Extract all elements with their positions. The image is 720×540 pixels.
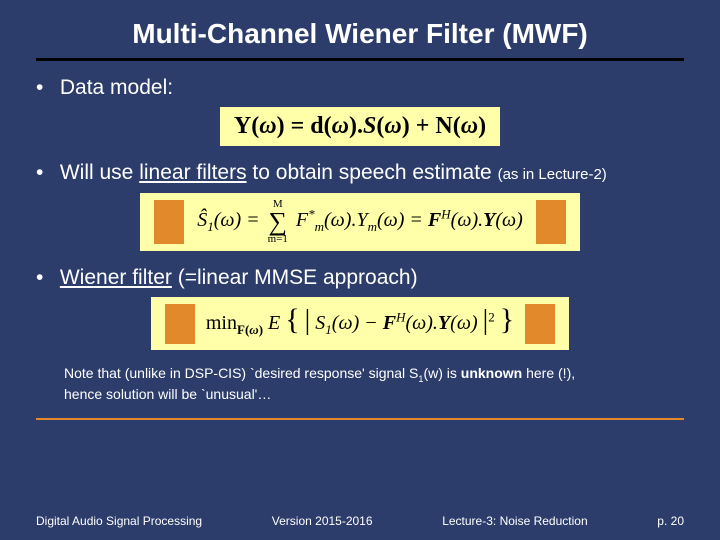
abs-bar-icon: | (305, 305, 311, 336)
sigma-icon: ∑ (268, 207, 287, 236)
equation-3-wrap: minF(ω) E { | S1(ω) − FH(ω).Y(ω) |2 } (36, 297, 684, 350)
eq2-Y: (ω).Y (324, 209, 368, 231)
bullet-dot: • (36, 265, 54, 291)
note-text: Note that (unlike in DSP-CIS) `desired r… (64, 364, 684, 404)
eq2-F: F (296, 209, 308, 231)
orange-bar-icon (525, 304, 555, 344)
footer-page: p. 20 (657, 514, 684, 528)
orange-bar-icon (536, 200, 566, 244)
eq3-minus: (ω) − (332, 312, 383, 334)
eq2-arg: (ω) = (214, 209, 265, 231)
note-b: (w) is (423, 365, 460, 381)
bullet-text-note: (as in Lecture-2) (498, 166, 607, 183)
bullet-text: Data model: (60, 76, 173, 99)
brace-open-icon: { (285, 303, 299, 336)
eq3-min: minF(ω) (206, 312, 263, 334)
note-c: here (!), (522, 365, 575, 381)
equation-2-wrap: Ŝ1(ω) = M ∑ m=1 F*m(ω).Ym(ω) = FH(ω).Y(ω… (36, 193, 684, 251)
page-title: Multi-Channel Wiener Filter (MWF) (36, 18, 684, 50)
equation-2: Ŝ1(ω) = M ∑ m=1 F*m(ω).Ym(ω) = FH(ω).Y(ω… (140, 193, 580, 251)
eq3-body: S1(ω) − FH(ω).Y(ω) (315, 312, 482, 334)
footer-left: Digital Audio Signal Processing (36, 514, 202, 528)
sum-bot: m=1 (268, 234, 288, 245)
eq3-S: S (315, 312, 325, 334)
eq2-rest: (ω).Y(ω) (451, 209, 523, 231)
footer: Digital Audio Signal Processing Version … (36, 514, 684, 528)
bullet-text-post: to obtain speech estimate (247, 161, 498, 184)
eq1-text: Y(ω) = d(ω).S(ω) + N(ω) (234, 113, 486, 139)
eq2-m: m (315, 219, 324, 234)
bullet-linear-filters: • Will use linear filters to obtain spee… (36, 160, 684, 186)
bullet-wiener-filter: • Wiener filter (=linear MMSE approach) (36, 265, 684, 291)
brace-close-icon: } (500, 303, 514, 336)
slide: Multi-Channel Wiener Filter (MWF) • Data… (0, 0, 720, 540)
eq2-mid: F*m(ω).Ym(ω) = FH(ω).Y(ω) (296, 209, 528, 231)
bullet-data-model: • Data model: (36, 75, 684, 101)
eq2-lhs: Ŝ1(ω) = (197, 209, 264, 231)
bullet-text-underline: linear filters (139, 161, 246, 184)
equation-1-wrap: Y(ω) = d(ω).S(ω) + N(ω) (36, 107, 684, 146)
footer-right: Lecture-3: Noise Reduction (442, 514, 587, 528)
footer-center: Version 2015-2016 (272, 514, 373, 528)
eq3-min-sub: F(ω) (237, 322, 263, 337)
bullet-dot: • (36, 160, 54, 186)
eq3-min-text: min (206, 312, 237, 334)
eq3-rest: (ω).Y(ω) (405, 312, 477, 334)
summation-icon: M ∑ m=1 (268, 199, 288, 245)
title-rule (36, 58, 684, 61)
equation-1: Y(ω) = d(ω).S(ω) + N(ω) (220, 107, 500, 146)
bullet-text-post: (=linear MMSE approach) (172, 266, 418, 289)
equation-3: minF(ω) E { | S1(ω) − FH(ω).Y(ω) |2 } (151, 297, 569, 350)
note-a: Note that (unlike in DSP-CIS) `desired r… (64, 365, 418, 381)
note-line2: hence solution will be `unusual'… (64, 386, 271, 402)
eq3-F: F (383, 312, 396, 334)
eq2-Fb: F (428, 209, 441, 231)
orange-bar-icon (154, 200, 184, 244)
bullet-dot: • (36, 75, 54, 101)
bullet-text-underline: Wiener filter (60, 266, 172, 289)
eq3-E: E (268, 312, 280, 334)
footer-rule (36, 418, 684, 420)
note-bold: unknown (461, 365, 522, 381)
bullet-text-pre: Will use (60, 161, 139, 184)
eq2-m2: m (368, 219, 377, 234)
eq2-H: H (441, 206, 450, 221)
eq2-eq: (ω) = (377, 209, 428, 231)
eq2-S: Ŝ (197, 209, 207, 231)
eq3-sq: 2 (488, 309, 495, 324)
orange-bar-icon (165, 304, 195, 344)
